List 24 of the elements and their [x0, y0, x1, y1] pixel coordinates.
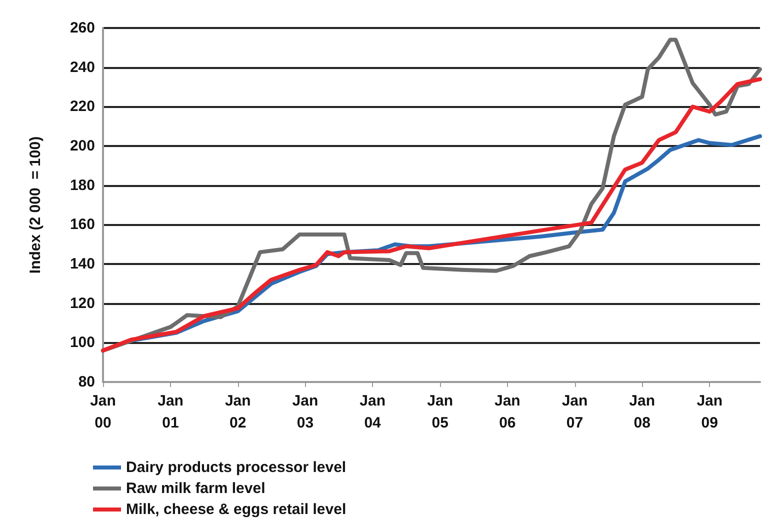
y-tick-label: 260 [70, 20, 95, 36]
y-axis-title: Index (2 000 = 100) [27, 136, 44, 274]
legend-label: Dairy products processor level [126, 459, 346, 476]
y-tick-label: 80 [78, 374, 95, 390]
x-tick-label: Jan 00 [90, 392, 116, 432]
x-tick-label: Jan 03 [292, 392, 318, 432]
x-tick-label: Jan 06 [494, 392, 520, 432]
y-tick-label: 140 [70, 256, 95, 272]
x-tick-label: Jan 09 [696, 392, 723, 432]
y-tick-label: 220 [70, 98, 95, 116]
y-tick-label: 240 [70, 58, 95, 76]
legend-label: Milk, cheese & eggs retail level [126, 501, 346, 518]
y-tick-label: 180 [70, 176, 95, 194]
x-tick-label: Jan 05 [427, 392, 454, 432]
y-tick-label: 100 [70, 334, 95, 352]
legend-label: Raw milk farm level [126, 480, 266, 497]
x-tick-label: Jan 08 [629, 392, 656, 432]
x-tick-label: Jan 02 [224, 392, 251, 432]
y-tick-label: 160 [70, 216, 95, 234]
y-tick-label: 200 [70, 138, 95, 154]
y-tick-label: 120 [70, 294, 95, 312]
x-tick-label: Jan 01 [158, 392, 184, 432]
x-tick-label: Jan 07 [562, 392, 588, 432]
x-tick-label: Jan 04 [360, 392, 386, 432]
